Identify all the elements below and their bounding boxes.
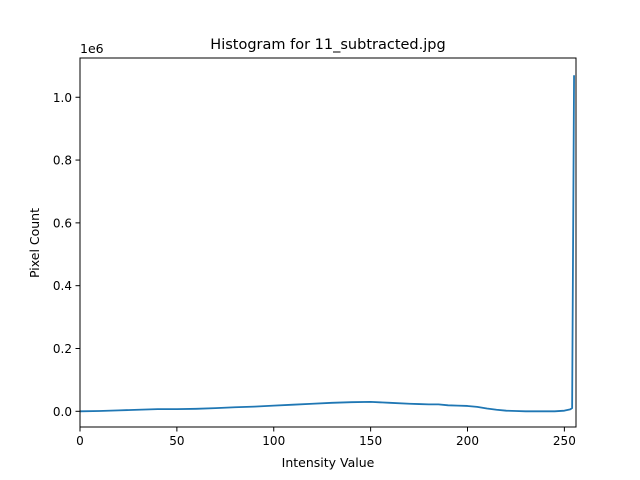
y-tick-label: 0.8 (53, 154, 72, 168)
y-multiplier-label: 1e6 (80, 41, 104, 56)
x-axis-label: Intensity Value (282, 455, 375, 470)
series-line (79, 75, 575, 413)
chart-title: Histogram for 11_subtracted.jpg (210, 37, 445, 53)
x-tick-label: 150 (359, 434, 382, 448)
y-tick-label: 1.0 (53, 91, 72, 105)
plot-area: 0 50 100 150 200 250 0.0 0.2 0.4 0.6 0.8 1.0 (53, 57, 577, 448)
x-tick-label: 0 (76, 434, 84, 448)
x-tick-label: 250 (553, 434, 576, 448)
x-tick-label: 100 (262, 434, 285, 448)
axes-frame (79, 57, 577, 428)
y-tick-label: 0.0 (53, 405, 72, 419)
x-tick-label: 50 (169, 434, 184, 448)
y-tick-label: 0.4 (53, 279, 72, 293)
y-tick-label: 0.2 (53, 342, 72, 356)
y-tick-label: 0.6 (53, 216, 72, 230)
x-tick-label: 200 (456, 434, 479, 448)
y-axis-label: Pixel Count (27, 208, 42, 278)
